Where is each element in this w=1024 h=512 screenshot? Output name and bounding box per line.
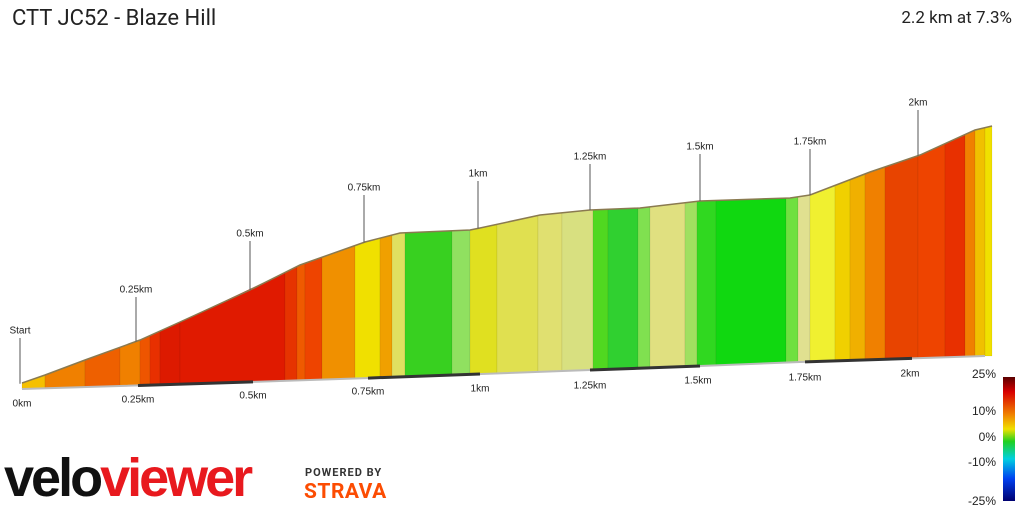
scale-label: -10% xyxy=(968,455,996,469)
powered-by: POWERED BY xyxy=(305,466,383,479)
profile-outline xyxy=(21,125,993,384)
scale-label: -25% xyxy=(968,494,996,508)
gradient-segment xyxy=(321,245,356,380)
gradient-segment xyxy=(496,215,539,374)
bottom-marker-label: 1.25km xyxy=(574,381,607,392)
gradient-segment xyxy=(469,224,498,375)
scale-label: 25% xyxy=(972,367,996,381)
gradient-segment xyxy=(964,129,976,357)
gradient-segment xyxy=(149,330,161,386)
top-marker-label: 0.25km xyxy=(120,285,153,296)
top-marker-label: 2km xyxy=(909,98,928,109)
gradient-segment xyxy=(715,197,787,366)
bottom-marker-label: 1.5km xyxy=(684,376,711,387)
gradient-segment xyxy=(944,134,966,358)
gradient-segment xyxy=(179,272,286,385)
scale-label: 10% xyxy=(972,404,996,418)
bottom-marker-label: 1.75km xyxy=(789,373,822,384)
top-marker-label: 1km xyxy=(469,169,488,180)
summary: 2.2 km at 7.3% xyxy=(901,8,1012,28)
gradient-segment xyxy=(917,143,946,359)
gradient-segment xyxy=(296,262,306,381)
title: CTT JC52 - Blaze Hill xyxy=(12,6,217,31)
distance-band xyxy=(589,364,701,372)
gradient-segment xyxy=(592,209,609,371)
top-marker-label: 1.75km xyxy=(794,137,827,148)
gradient-segment xyxy=(537,212,563,373)
gradient-segment xyxy=(284,266,298,382)
gradient-segment xyxy=(649,202,686,369)
bottom-marker-label: 0km xyxy=(13,399,32,410)
gradient-segment xyxy=(637,206,651,369)
gradient-segment xyxy=(884,155,919,360)
strava-logo: STRAVA xyxy=(304,480,387,504)
gradient-segment xyxy=(797,194,811,363)
gradient-segment xyxy=(785,196,799,363)
distance-band xyxy=(367,372,481,380)
gradient-segment xyxy=(984,125,993,357)
gradient-segment xyxy=(44,359,86,389)
gradient-segment xyxy=(974,127,986,357)
gradient-segment xyxy=(304,256,323,381)
gradient-segment xyxy=(451,229,471,376)
distance-band xyxy=(804,356,913,364)
gradient-segment xyxy=(864,166,886,361)
gradient-segment xyxy=(849,173,866,361)
logo-velo: velo xyxy=(4,448,103,508)
bottom-marker-label: 0.5km xyxy=(239,391,266,402)
bottom-marker-label: 0.75km xyxy=(352,387,385,398)
top-marker-label: 0.75km xyxy=(348,183,381,194)
gradient-segment xyxy=(139,335,151,386)
gradient-segment xyxy=(391,232,406,378)
bottom-marker-label: 2km xyxy=(901,369,920,380)
top-marker-label: 0.5km xyxy=(236,229,263,240)
gradient-segment xyxy=(834,179,851,362)
logo-viewer: viewer xyxy=(100,448,253,508)
top-marker-label: 1.25km xyxy=(574,152,607,163)
gradient-segment xyxy=(379,234,393,378)
top-marker-label: Start xyxy=(9,326,30,337)
logo: veloviewer xyxy=(4,447,253,509)
bottom-marker-label: 0.25km xyxy=(122,395,155,406)
bottom-marker-label: 1km xyxy=(471,384,490,395)
gradient-segment xyxy=(159,321,181,386)
gradient-segment xyxy=(404,230,453,377)
color-scale xyxy=(1003,377,1015,501)
distance-band xyxy=(137,380,254,387)
gradient-segment xyxy=(696,200,717,367)
gradient-segment xyxy=(354,237,381,379)
gradient-segment xyxy=(684,201,698,367)
gradient-segment xyxy=(607,207,639,370)
scale-label: 0% xyxy=(979,430,997,444)
gradient-segment xyxy=(561,209,594,372)
top-marker-label: 1.5km xyxy=(686,142,713,153)
gradient-segment xyxy=(809,185,836,362)
